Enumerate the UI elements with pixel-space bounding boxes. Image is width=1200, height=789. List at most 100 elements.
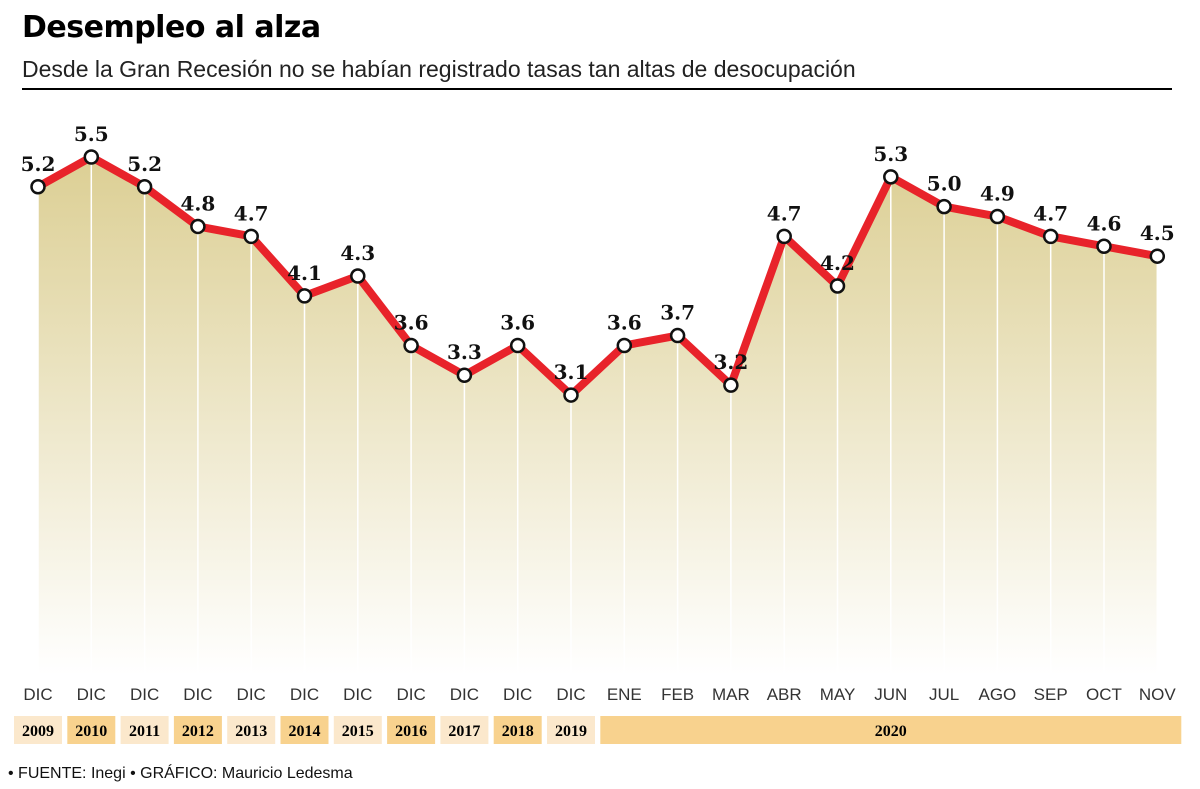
month-label: DIC (503, 685, 532, 704)
year-box (440, 716, 489, 744)
month-label: JUN (874, 685, 907, 704)
year-label-layer: 2009 2010 2011 2012 2013 2014 2015 2016 2017 2018… (14, 716, 1182, 744)
month-label: DIC (450, 685, 479, 704)
data-point (936, 198, 952, 215)
value-label: 3.1 (554, 360, 589, 384)
value-label: 4.8 (181, 191, 216, 215)
year-box (227, 716, 276, 744)
value-label: 3.6 (394, 310, 429, 334)
value-label: 3.3 (447, 340, 482, 364)
value-label: 4.7 (767, 201, 802, 225)
value-label: 3.2 (714, 350, 749, 374)
value-label: 5.5 (74, 122, 109, 146)
month-label: MAY (820, 685, 856, 704)
month-label: DIC (183, 685, 212, 704)
line-layer (34, 153, 1162, 400)
year-box (547, 716, 595, 744)
year-label: 2017 (448, 723, 480, 740)
year-box (387, 716, 436, 744)
month-label: NOV (1139, 685, 1177, 704)
month-label: DIC (237, 685, 266, 704)
month-label: OCT (1086, 685, 1122, 704)
area-layer (38, 157, 1158, 675)
year-box (120, 716, 169, 744)
month-label: DIC (343, 685, 372, 704)
value-label: 4.7 (234, 201, 269, 225)
data-point (456, 367, 473, 383)
data-point (616, 337, 633, 354)
year-box (280, 716, 329, 744)
value-label: 4.9 (980, 182, 1015, 206)
value-label: 5.0 (927, 172, 962, 196)
month-label: MAR (712, 685, 750, 704)
data-point (296, 288, 313, 304)
month-label-layer: DIC DIC DIC DIC DIC DIC DIC DIC DIC DIC DIC ENE FEB M… (23, 685, 1176, 704)
year-label: 2013 (235, 723, 267, 740)
area-fill (38, 157, 1158, 675)
year-label: 2019 (555, 723, 587, 740)
data-point (190, 218, 206, 235)
value-label: 5.3 (873, 142, 908, 166)
year-label: 2018 (502, 723, 534, 740)
data-point (1096, 238, 1112, 255)
month-label: DIC (130, 685, 159, 704)
year-box (67, 716, 116, 744)
data-point (829, 278, 846, 294)
year-label: 2015 (342, 723, 374, 740)
data-point (989, 208, 1006, 225)
year-box (14, 716, 62, 744)
value-label: 5.2 (127, 152, 162, 176)
year-label: 2014 (289, 723, 321, 740)
month-label: DIC (290, 685, 319, 704)
value-label: 4.7 (1033, 201, 1068, 225)
month-label: ABR (767, 685, 802, 704)
value-label: 5.2 (21, 152, 56, 176)
data-point (1042, 228, 1059, 245)
value-label: 4.1 (287, 261, 322, 285)
value-label: 3.6 (607, 310, 642, 334)
data-point (1149, 248, 1166, 264)
data-point (883, 169, 899, 185)
month-label: ENE (607, 685, 642, 704)
value-label: 4.6 (1087, 211, 1122, 235)
data-point (243, 228, 259, 245)
data-point (83, 149, 100, 165)
value-label: 4.5 (1140, 221, 1175, 245)
year-label: 2009 (22, 723, 54, 740)
value-label-layer: 5.2 5.5 5.2 4.8 4.7 4.1 4.3 3.6 3.3 3.6 3.1 3.6 3.7 3… (21, 122, 1175, 384)
data-point (350, 268, 366, 284)
source-credit: • FUENTE: Inegi • GRÁFICO: Mauricio Lede… (8, 765, 353, 782)
data-point (669, 327, 686, 344)
data-point (563, 387, 579, 403)
year-box (333, 716, 382, 744)
year-label: 2016 (395, 723, 427, 740)
month-label: SEP (1034, 685, 1068, 704)
gridline-layer (37, 157, 1159, 675)
month-label: AGO (979, 685, 1017, 704)
value-label: 4.2 (820, 251, 855, 275)
year-label: 2012 (182, 723, 214, 740)
header-divider (22, 88, 1172, 90)
year-label: 2010 (75, 723, 107, 740)
year-label: 2011 (129, 723, 160, 740)
chart-subtitle: Desde la Gran Recesión no se habían regi… (22, 56, 856, 82)
data-point (30, 179, 46, 195)
unemployment-line-chart: 5.2 5.5 5.2 4.8 4.7 4.1 4.3 3.6 3.3 3.6 3.1 3.6 3.7 3… (14, 122, 1182, 744)
value-label: 4.3 (340, 241, 375, 265)
data-point (403, 337, 419, 354)
month-label: DIC (396, 685, 425, 704)
value-label: 3.6 (500, 310, 535, 334)
year-label: 2020 (875, 723, 907, 740)
data-point (509, 337, 526, 354)
chart-title: Desempleo al alza (22, 10, 321, 45)
month-label: FEB (661, 685, 694, 704)
month-label: DIC (77, 685, 106, 704)
year-box (173, 716, 222, 744)
data-point (136, 179, 153, 195)
year-box (493, 716, 542, 744)
data-point (723, 377, 739, 393)
value-label: 3.7 (660, 301, 695, 325)
month-label: DIC (23, 685, 52, 704)
series-line (34, 153, 1162, 400)
data-point (776, 228, 792, 245)
